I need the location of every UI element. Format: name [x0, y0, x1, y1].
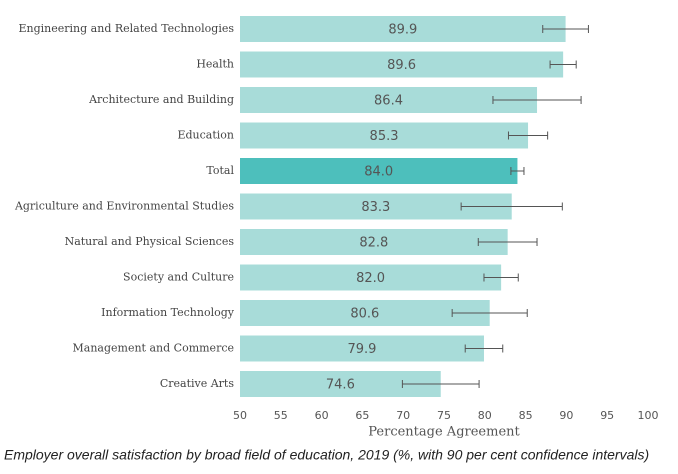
value-label: 89.9: [388, 23, 417, 38]
x-tick-label: 80: [478, 409, 492, 422]
error-bar: [507, 131, 549, 140]
error-bar: [510, 167, 525, 175]
category-label: Management and Commerce: [73, 342, 234, 355]
value-label: 86.4: [374, 94, 403, 109]
bar: [240, 87, 538, 113]
category-label: Total: [206, 164, 234, 177]
x-axis-label: Percentage Agreement: [368, 425, 520, 440]
category-label: Society and Culture: [123, 271, 234, 284]
value-label: 83.3: [361, 200, 390, 215]
bar: [240, 264, 502, 291]
x-tick-label: 70: [396, 409, 410, 422]
error-bar: [483, 273, 519, 282]
x-tick-label: 85: [519, 409, 533, 422]
value-label: 82.0: [356, 271, 385, 286]
x-tick-label: 95: [600, 409, 614, 422]
value-label: 79.9: [348, 342, 377, 357]
bar: [240, 122, 529, 149]
caption: Employer overall satisfaction by broad f…: [4, 447, 649, 463]
error-bar: [451, 309, 528, 317]
value-label: 82.8: [359, 236, 388, 251]
x-tick-label: 60: [315, 409, 329, 422]
error-bar: [464, 344, 504, 353]
category-label: Creative Arts: [160, 377, 235, 390]
bar: [240, 300, 490, 326]
value-label: 74.6: [326, 378, 355, 393]
error-bar: [542, 25, 589, 33]
value-label: 89.6: [387, 58, 416, 73]
bar: [240, 16, 566, 42]
category-label: Information Technology: [101, 306, 235, 319]
error-bar: [549, 60, 577, 69]
error-bar: [401, 380, 480, 388]
category-label: Architecture and Building: [88, 93, 234, 106]
bar: [240, 51, 564, 78]
error-bar: [460, 202, 563, 211]
bar: [240, 335, 484, 362]
x-tick-label: 90: [559, 409, 573, 422]
bar: [240, 158, 518, 184]
value-label: 80.6: [350, 307, 379, 322]
x-tick-label: 50: [233, 409, 247, 422]
category-label: Education: [177, 129, 234, 142]
error-bar: [492, 96, 582, 104]
value-label: 84.0: [364, 165, 393, 180]
bar: [240, 229, 508, 255]
x-tick-label: 65: [355, 409, 369, 422]
category-label: Health: [196, 58, 234, 71]
x-tick-label: 55: [274, 409, 288, 422]
value-label: 85.3: [370, 129, 399, 144]
x-tick-label: 100: [638, 409, 659, 422]
category-label: Agriculture and Environmental Studies: [14, 200, 234, 213]
error-bar: [477, 238, 538, 246]
x-tick-label: 75: [437, 409, 451, 422]
category-label: Engineering and Related Technologies: [19, 22, 235, 35]
category-label: Natural and Physical Sciences: [65, 235, 235, 248]
